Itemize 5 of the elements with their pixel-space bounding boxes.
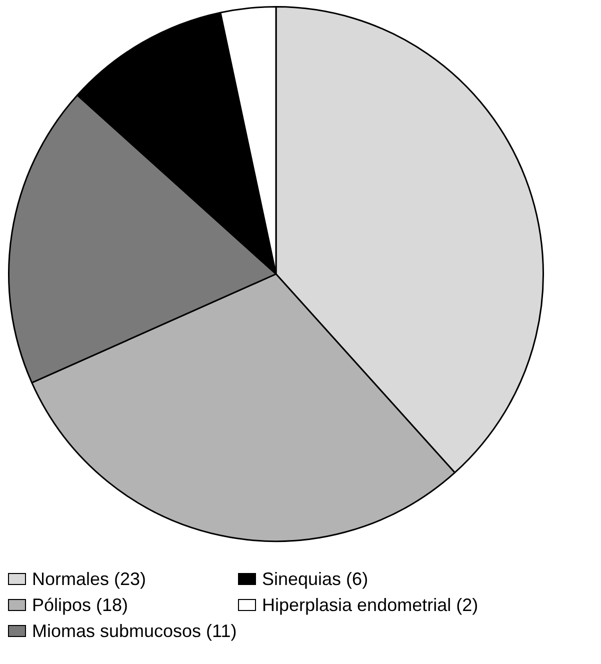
legend-label: Pólipos (18) (32, 594, 128, 616)
legend-label: Miomas submucosos (11) (32, 620, 237, 642)
legend-label: Hiperplasia endometrial (2) (262, 594, 478, 616)
legend-label: Sinequias (6) (262, 568, 368, 590)
legend-label: Normales (23) (32, 568, 146, 590)
